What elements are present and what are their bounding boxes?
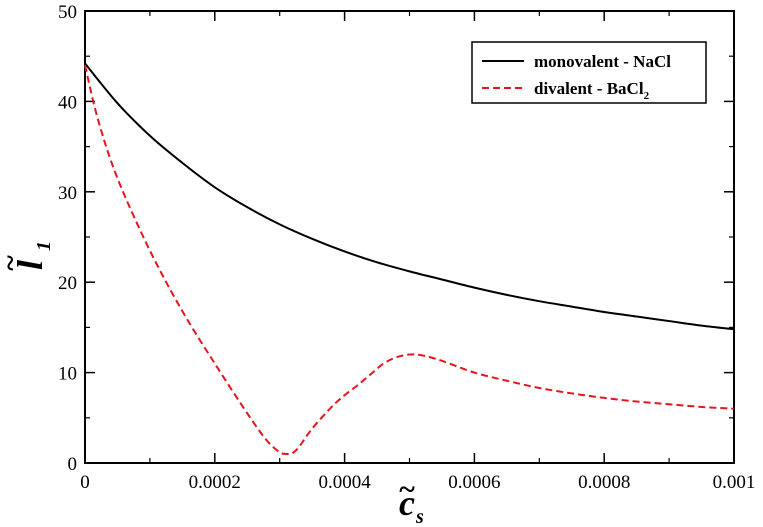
y-tick-label: 10 <box>58 364 77 385</box>
series-layer <box>84 62 735 456</box>
y-tick-label: 0 <box>68 454 78 475</box>
legend: monovalent - NaCl divalent - BaCl2 <box>471 41 707 104</box>
y-axis-label-subscript: 1 <box>33 241 55 251</box>
y-axis-label: l ~ 1 <box>0 241 55 271</box>
x-axis-ticks: 0 0.0002 0.0004 0.0006 0.0008 0.001 <box>80 11 755 493</box>
x-tick-label: 0.0008 <box>578 472 630 493</box>
x-axis-label-subscript: s <box>415 506 424 527</box>
x-tick-label: 0 <box>80 472 90 493</box>
y-axis-ticks: 0 10 20 30 40 50 <box>58 2 734 475</box>
y-axis-label-tilde: ~ <box>0 255 27 271</box>
y-tick-label: 30 <box>58 183 77 204</box>
legend-box <box>471 41 707 104</box>
x-axis-label: c ~ s <box>399 473 424 527</box>
y-tick-label: 50 <box>58 2 77 23</box>
legend-label-monovalent: monovalent - NaCl <box>534 52 671 71</box>
y-axis-label-main: l <box>10 260 50 270</box>
x-tick-label: 0.0002 <box>189 472 241 493</box>
y-tick-label: 40 <box>58 92 77 113</box>
x-tick-label: 0.0006 <box>448 472 500 493</box>
x-axis-label-tilde: ~ <box>399 473 415 506</box>
series-line-monovalent <box>84 62 735 331</box>
y-tick-label: 20 <box>58 273 77 294</box>
legend-label-divalent: divalent - BaCl2 <box>534 79 650 102</box>
series-line-divalent <box>84 65 735 456</box>
x-axis-label-main: c <box>399 483 415 523</box>
x-tick-label: 0.0004 <box>318 472 371 493</box>
x-tick-label: 0.001 <box>713 472 756 493</box>
